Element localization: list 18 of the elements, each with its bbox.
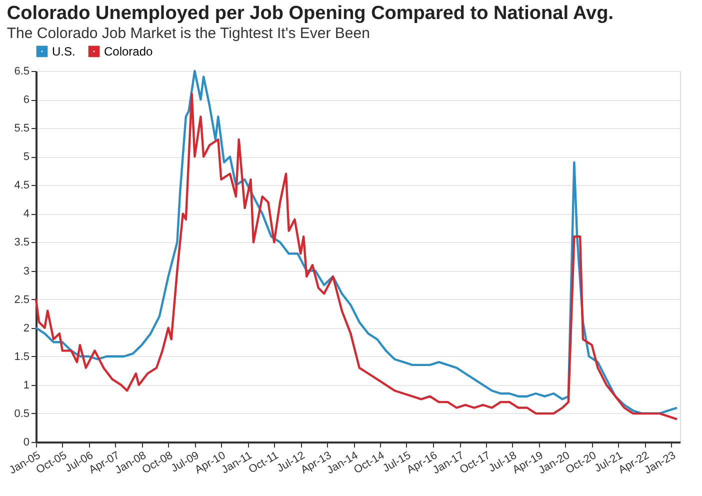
y-tick-label: 2.5 bbox=[14, 294, 30, 306]
chart-title: Colorado Unemployed per Job Opening Compared to National Avg. bbox=[6, 3, 614, 24]
legend-label: U.S. bbox=[52, 44, 76, 58]
y-tick-label: 5.5 bbox=[14, 122, 30, 135]
y-tick-label: 1 bbox=[23, 379, 30, 392]
y-tick-label: 2 bbox=[23, 322, 30, 334]
legend-label: Colorado bbox=[104, 44, 154, 58]
y-tick-label: 4 bbox=[23, 208, 30, 220]
chart-subtitle: The Colorado Job Market is the Tightest It's Ever Been bbox=[6, 25, 370, 42]
y-tick-label: 3.5 bbox=[14, 236, 30, 249]
y-tick-label: 4.5 bbox=[14, 180, 30, 192]
y-tick-label: 3 bbox=[23, 265, 30, 278]
y-tick-label: 0 bbox=[23, 436, 30, 448]
y-tick-label: 1.5 bbox=[14, 350, 30, 363]
y-tick-label: 6 bbox=[23, 94, 30, 106]
y-tick-label: 5 bbox=[23, 151, 30, 164]
y-tick-label: 0.5 bbox=[14, 408, 30, 420]
y-tick-label: 6.5 bbox=[14, 66, 30, 78]
